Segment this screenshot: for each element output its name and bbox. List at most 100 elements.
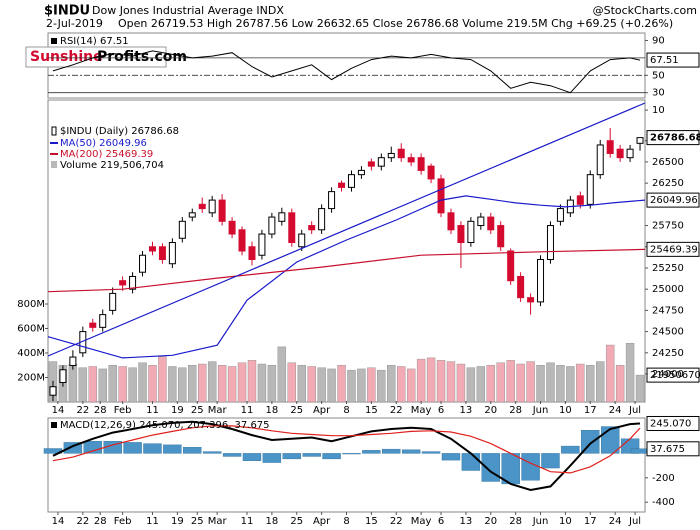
candle-body [457, 225, 465, 244]
volume-bar [207, 361, 217, 403]
candle-body [168, 242, 176, 265]
candle-body [148, 246, 156, 252]
candle-body [596, 144, 604, 176]
x-tick-label: 6 [438, 516, 444, 527]
x-tick-label: 13 [460, 405, 473, 416]
volume-bar [118, 366, 127, 403]
x-tick-label: May [411, 516, 432, 527]
x-tick-label: 24 [609, 405, 622, 416]
candle-body [546, 225, 554, 260]
value-box-label: 21950670 [650, 370, 700, 381]
candle-body [606, 140, 614, 154]
candle-body [248, 246, 256, 260]
volume-bar [317, 367, 326, 403]
volume-bar [635, 374, 645, 403]
x-tick-label: 11 [146, 516, 159, 527]
volume-bar [337, 365, 346, 403]
x-tick-label: 28 [509, 405, 522, 416]
x-tick-label: Apr [313, 405, 331, 416]
value-box [646, 441, 700, 457]
volume-bar [506, 360, 515, 403]
histogram-bar [461, 453, 481, 471]
date: 2-Jul-2019 [46, 17, 103, 30]
x-tick-label: 10 [559, 405, 572, 416]
histogram-bar [382, 448, 401, 454]
candle-body [328, 191, 336, 210]
value-box-label: 245.070 [650, 418, 691, 429]
value-box [646, 52, 700, 68]
volume-bar [357, 368, 366, 403]
x-tick-label: 18 [266, 516, 279, 527]
candle-body [338, 182, 346, 188]
x-tick-label: 19 [171, 405, 184, 416]
volume-bar [426, 357, 436, 403]
legend-swatch [51, 422, 57, 428]
candle-body [507, 250, 515, 282]
histogram-bar [302, 453, 321, 457]
legend-swatch [51, 38, 57, 44]
legend-swatch [51, 161, 57, 168]
histogram-bar [421, 451, 441, 454]
value-box [646, 367, 700, 383]
histogram-bar [322, 453, 341, 460]
y-tick-label: 25750 [652, 221, 684, 232]
x-tick-label: May [411, 405, 432, 416]
volume-bar [98, 368, 107, 403]
x-tick-label: 14 [52, 516, 65, 527]
y-tick-label: -400 [652, 497, 675, 508]
y-tick-label: 25250 [652, 263, 684, 274]
candle-body [198, 203, 206, 210]
y-tick-label: 24500 [652, 327, 684, 338]
volume-bar [347, 369, 356, 403]
candle-body [278, 212, 286, 222]
candle-body [208, 199, 216, 214]
legend-label: MA(200) 25469.39 [60, 149, 153, 160]
candle-body [427, 165, 435, 180]
y-tick-label: 200M [17, 372, 45, 383]
x-tick-label: 28 [509, 516, 522, 527]
y-tick-label: 25000 [652, 284, 684, 295]
candle-body [377, 157, 385, 167]
symbol: $INDU [44, 4, 90, 19]
volume-bar [237, 362, 247, 403]
histogram-bar [282, 453, 301, 460]
x-tick-label: Jun [532, 405, 549, 416]
volume-bar [605, 344, 615, 403]
instrument-name: Dow Jones Industrial Average INDX [92, 4, 284, 17]
volume-bar [377, 369, 386, 403]
volume-bar [217, 365, 227, 403]
candle-body [556, 208, 564, 222]
volume-bar [247, 360, 257, 403]
x-tick-label: 25 [191, 516, 204, 527]
candle-body [397, 148, 405, 159]
candle-body [258, 233, 266, 256]
legend-label: $INDU (Daily) 26786.68 [60, 126, 179, 137]
x-tick-label: 24 [609, 516, 622, 527]
candle-body [367, 161, 375, 167]
x-tick-label: 18 [266, 405, 279, 416]
candle-body [537, 258, 545, 303]
volume-bar [78, 367, 88, 403]
candle-body [139, 254, 147, 273]
x-tick-label: 22 [390, 516, 403, 527]
value-box [646, 241, 700, 257]
y-tick-label: 30 [652, 88, 665, 99]
x-tick-label: 15 [365, 516, 378, 527]
x-tick-label: 17 [584, 516, 597, 527]
candle-body [228, 220, 236, 235]
volume-bar [516, 363, 525, 403]
volume-bar [546, 362, 555, 403]
volume-bar [446, 361, 456, 403]
volume-bar [436, 360, 446, 403]
y-tick-label: 90 [652, 35, 665, 46]
legend-label: MA(50) 26049.96 [60, 138, 147, 149]
volume-bar [476, 366, 486, 403]
y-tick-label: 26250 [652, 178, 684, 189]
watermark: Profits.com [97, 49, 187, 65]
volume-bar [178, 367, 187, 403]
value-box [646, 130, 700, 146]
value-box-label: 25469.39 [650, 244, 698, 255]
value-box-label: 26786.68 [650, 133, 700, 144]
histogram-bar [83, 440, 102, 454]
